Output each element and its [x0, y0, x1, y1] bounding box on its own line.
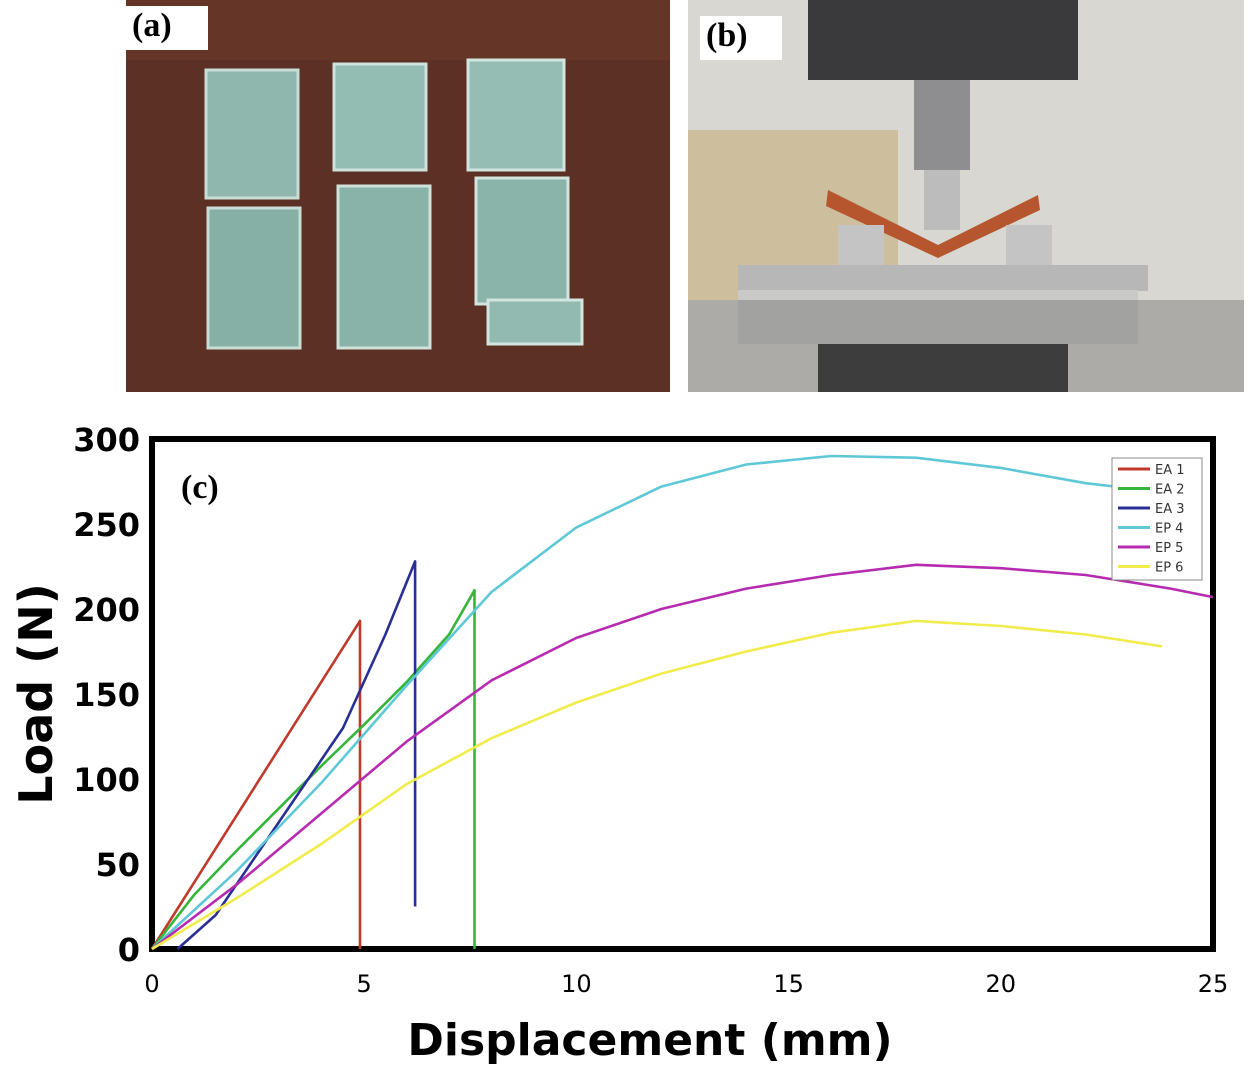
legend-label: EP 6 [1155, 561, 1183, 576]
x-tick-labels: 0 5 10 15 20 25 [144, 970, 1228, 998]
series-line-ep-4 [151, 454, 1146, 950]
legend-box [1111, 457, 1203, 581]
x-tick-label: 20 [986, 970, 1017, 998]
x-axis-title: Displacement (mm) [407, 1015, 892, 1066]
x-tick-label: 25 [1198, 970, 1229, 998]
bending-test-illustration [688, 0, 1244, 392]
y-tick-labels: 0 50 100 150 200 250 300 [73, 421, 140, 969]
x-tick-label: 5 [357, 970, 372, 998]
y-tick-label: 300 [73, 421, 140, 459]
series-line-ep-5 [151, 563, 1214, 951]
series-layer [150, 454, 1214, 951]
legend-label: EA 1 [1155, 463, 1185, 478]
y-tick-label: 250 [73, 506, 140, 544]
y-tick-label: 200 [73, 591, 140, 629]
series-line-ep-6 [151, 619, 1163, 951]
x-tick-label: 0 [144, 970, 159, 998]
x-tick-label: 15 [773, 970, 804, 998]
x-tick-label: 10 [561, 970, 592, 998]
legend-label: EP 5 [1155, 541, 1183, 556]
legend-label: EP 4 [1155, 522, 1183, 537]
series-line-ea-2 [150, 589, 476, 950]
y-tick-label: 100 [73, 761, 140, 799]
legend: EA 1 EA 2 EA 3 EP 4 EP 5 EP 6 [1111, 457, 1203, 581]
specimens-illustration [126, 0, 670, 392]
plot-frame [149, 436, 1216, 952]
panel-label-a: (a) [126, 6, 208, 50]
panel-label-b: (b) [700, 16, 782, 60]
y-tick-label: 0 [118, 931, 140, 969]
y-tick-label: 150 [73, 676, 140, 714]
y-axis-title: Load (N) [9, 583, 63, 804]
y-tick-label: 50 [95, 846, 140, 884]
legend-items: EA 1 EA 2 EA 3 EP 4 EP 5 EP 6 [1118, 463, 1185, 576]
legend-label: EA 3 [1155, 502, 1185, 517]
series-line-ea-1 [150, 619, 362, 950]
photo-bending-test [688, 0, 1244, 392]
legend-label: EA 2 [1155, 483, 1185, 498]
series-line-ea-3 [176, 560, 417, 950]
panel-label-c: (c) [181, 469, 219, 506]
photo-specimens [126, 0, 670, 392]
